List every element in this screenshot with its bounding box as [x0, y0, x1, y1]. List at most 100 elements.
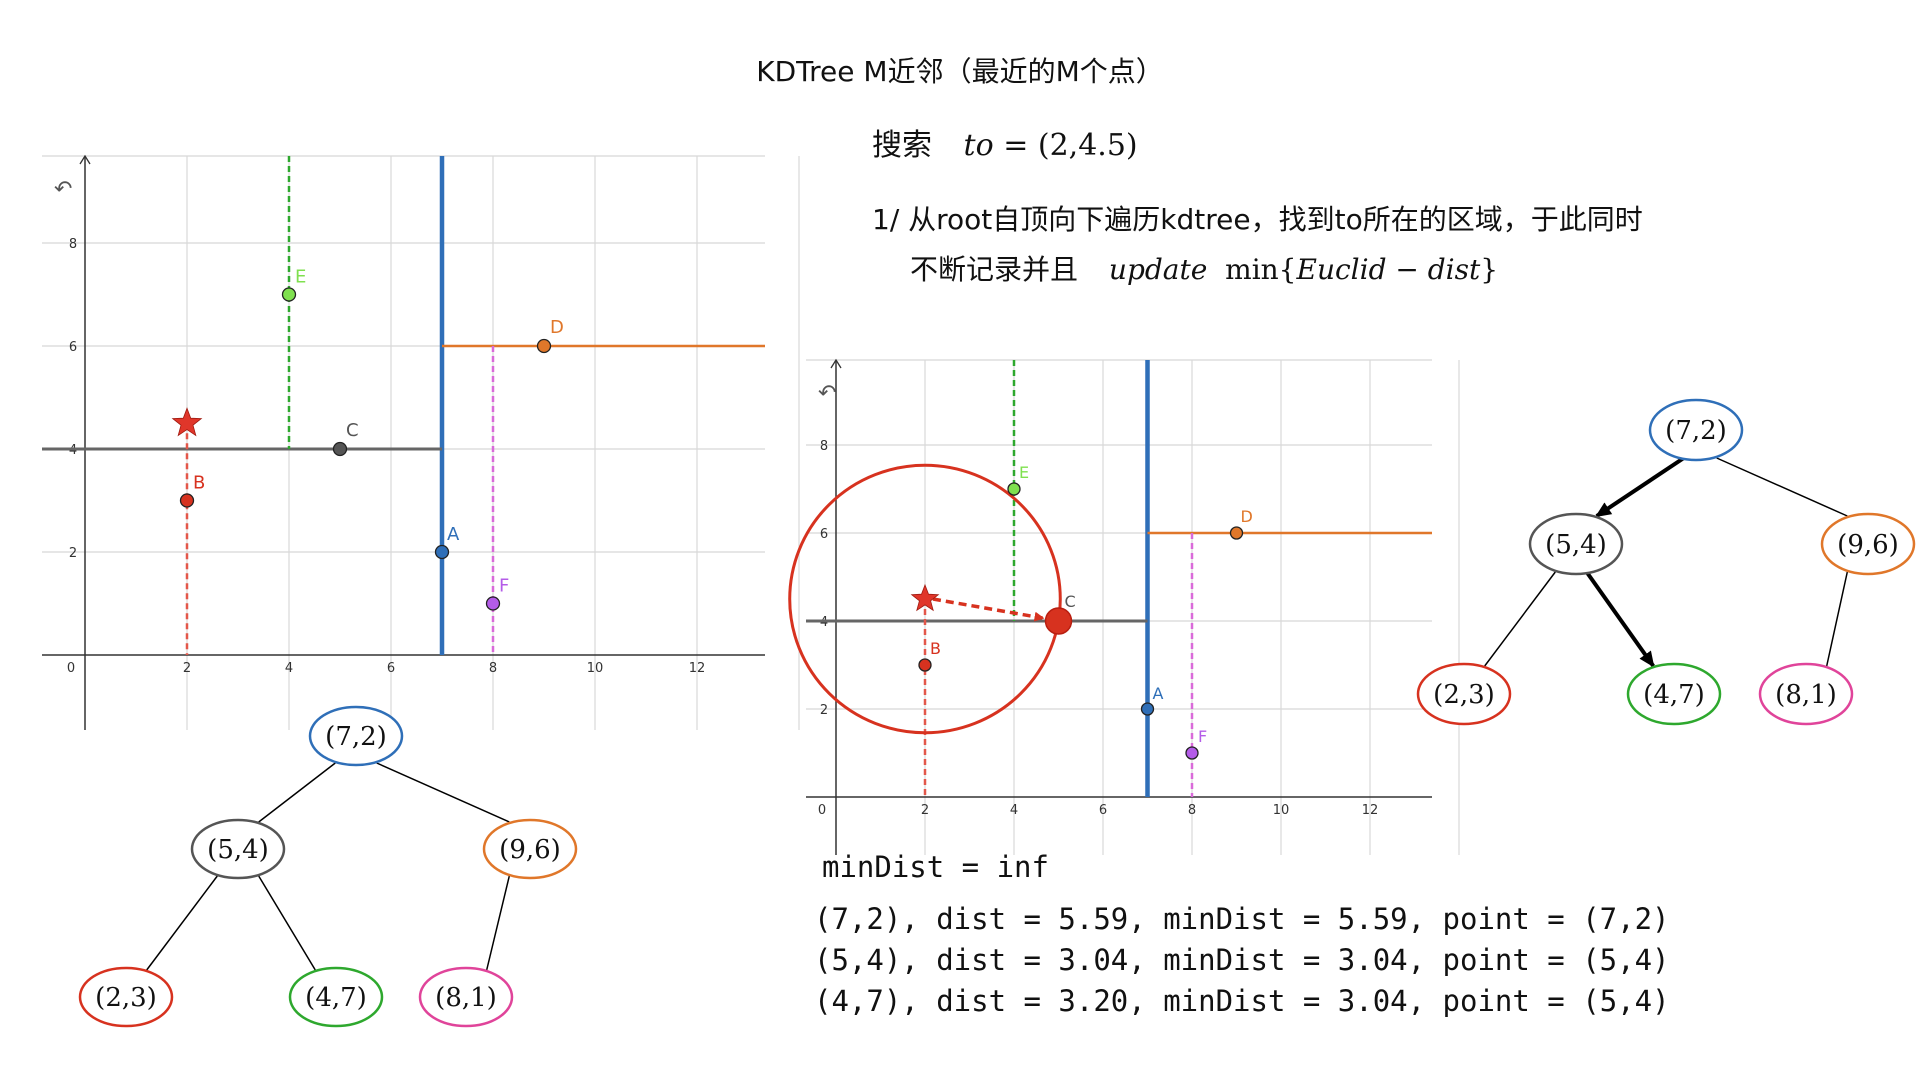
- point-E: [281, 287, 297, 302]
- tree-node-label: (4,7): [1643, 680, 1705, 710]
- x-tick-label: 6: [387, 661, 395, 676]
- y-axis-arrow: [830, 358, 842, 369]
- tree-edge: [376, 762, 510, 823]
- x-tick-label: 10: [1273, 803, 1290, 818]
- step-line-1: 1/ 从root自顶向下遍历kdtree，找到to所在的区域，于此同时: [872, 203, 1643, 236]
- tree-edge: [258, 762, 336, 823]
- search-query: 搜索 to = (2,4.5): [872, 120, 1138, 164]
- x-tick-label: 8: [1188, 803, 1196, 818]
- x-tick-label: 4: [285, 661, 293, 676]
- query-value: = (2,4.5): [993, 128, 1138, 163]
- query-star-icon: [910, 583, 940, 612]
- min-open: min{: [1225, 253, 1297, 286]
- tree-node-root: [1648, 398, 1744, 462]
- point-F: [485, 596, 501, 611]
- y-tick-label: 8: [820, 439, 828, 454]
- tree-edge: [146, 875, 218, 971]
- point-A: [1140, 702, 1155, 716]
- search-label: 搜索: [872, 128, 932, 163]
- tree-node-n96: [482, 818, 578, 880]
- query-star-icon: [171, 407, 203, 437]
- point-C: [332, 441, 348, 457]
- y-tick-label: 2: [820, 703, 828, 718]
- tree-node-label: (7,2): [1665, 416, 1727, 446]
- nearest-arrow: [932, 597, 1045, 622]
- point-label-C: C: [1065, 592, 1076, 611]
- tree-node-n23: [1416, 662, 1512, 726]
- min-close: }: [1480, 253, 1499, 286]
- point-label-A: A: [1153, 684, 1164, 703]
- point-label-D: D: [550, 317, 564, 338]
- search-path-edge: [1595, 454, 1688, 518]
- euclid-dist: Euclid − dist: [1296, 253, 1481, 286]
- page-title: KDTree M近邻（最近的M个点）: [756, 55, 1164, 88]
- y-tick-label: 2: [69, 546, 77, 561]
- undo-icon: ↶: [54, 177, 72, 202]
- tree-edge: [258, 875, 316, 971]
- tree-node-label: (2,3): [1433, 680, 1495, 710]
- step-description: 1/ 从root自顶向下遍历kdtree，找到to所在的区域，于此同时 不断记录…: [872, 195, 1643, 295]
- update-word: update: [1108, 253, 1208, 286]
- code-row-1: (7,2), dist = 5.59, minDist = 5.59, poin…: [814, 902, 1670, 936]
- tree-node-label: (9,6): [499, 835, 561, 865]
- point-label-E: E: [1019, 463, 1029, 482]
- search-radius-circle: [788, 463, 1062, 735]
- code-init: minDist = inf: [822, 850, 1049, 884]
- point-label-C: C: [346, 420, 359, 441]
- tree-node-label: (5,4): [207, 835, 269, 865]
- point-label-E: E: [295, 267, 306, 288]
- y-tick-label: 6: [820, 527, 828, 542]
- point-label-D: D: [1241, 507, 1253, 526]
- point-label-F: F: [1198, 727, 1207, 746]
- tree-node-n47: [1626, 662, 1722, 726]
- search-formula: to = (2,4.5): [964, 128, 1138, 163]
- tree-node-n96: [1820, 512, 1916, 576]
- point-label-B: B: [930, 639, 941, 658]
- search-path-edge: [1583, 568, 1655, 668]
- x-tick-label: 8: [489, 661, 497, 676]
- point-B: [918, 658, 932, 672]
- undo-icon: ↶: [818, 381, 836, 406]
- x-tick-label: 4: [1010, 803, 1018, 818]
- kd-tree-2: (7,2) (5,4) (9,6) (2,3) (4,7) (8,1): [1416, 398, 1916, 726]
- query-var: to: [963, 128, 994, 163]
- x-tick-label: 10: [587, 661, 604, 676]
- tree-node-label: (5,4): [1545, 530, 1607, 560]
- point-F: [1185, 746, 1199, 760]
- point-C-highlight: [1044, 607, 1073, 635]
- point-label-F: F: [499, 576, 509, 597]
- point-A: [434, 544, 450, 560]
- tree-node-n23: [78, 966, 174, 1028]
- y-tick-label: 6: [69, 340, 77, 355]
- tree-edge: [1825, 571, 1849, 667]
- y-axis-arrow: [79, 154, 91, 165]
- code-row-3-prefix: (4,7), dist = 3.20,: [814, 984, 1164, 1018]
- x-tick-label: 2: [183, 661, 191, 676]
- step-line-2-text: 不断记录并且: [910, 253, 1079, 286]
- tree-node-label: (9,6): [1837, 530, 1899, 560]
- x-tick-label: 12: [1362, 803, 1379, 818]
- x-tick-label: 0: [818, 803, 826, 818]
- y-tick-label: 8: [69, 237, 77, 252]
- code-row-3-result: minDist = 3.04, point = (5,4): [1163, 984, 1670, 1018]
- x-tick-label: 6: [1099, 803, 1107, 818]
- code-row-2: (5,4), dist = 3.04, minDist = 3.04, poin…: [814, 943, 1670, 977]
- tree-node-n54: [1528, 512, 1624, 576]
- point-D: [1229, 526, 1244, 540]
- point-D: [536, 338, 552, 354]
- tree-edge: [1484, 571, 1556, 667]
- tree-node-label: (2,3): [95, 983, 157, 1013]
- code-row-3: (4,7), dist = 3.20, minDist = 3.04, poin…: [814, 984, 1670, 1018]
- point-label-B: B: [193, 473, 205, 494]
- tree-node-n54: [190, 818, 286, 880]
- update-formula: update min{Euclid − dist}: [1109, 253, 1498, 286]
- tree-edge: [485, 875, 511, 971]
- tree-node-root: [308, 705, 404, 767]
- point-B: [179, 493, 195, 508]
- x-tick-label: 12: [689, 661, 706, 676]
- point-E: [1007, 482, 1021, 496]
- tree-edge: [1716, 457, 1848, 517]
- x-tick-label: 0: [67, 661, 75, 676]
